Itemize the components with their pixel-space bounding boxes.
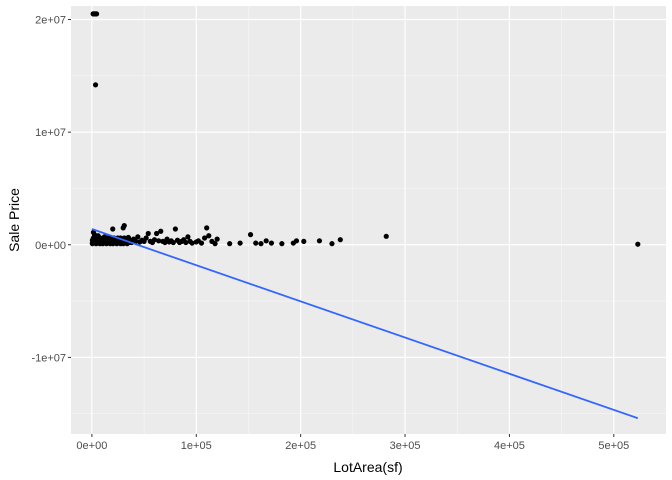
data-point	[110, 226, 116, 232]
data-point	[263, 238, 269, 244]
data-point	[145, 230, 151, 237]
data-point	[202, 235, 208, 241]
data-point	[214, 236, 220, 242]
data-point	[329, 241, 335, 247]
data-point	[247, 232, 254, 238]
data-point	[170, 239, 176, 246]
data-point	[153, 230, 160, 237]
x-tick-label: 3e+05	[390, 440, 421, 452]
data-point	[151, 237, 158, 243]
data-point	[133, 238, 139, 244]
x-axis: 0e+00 1e+05 2e+05 3e+05 4e+05 5e+05	[76, 434, 629, 452]
data-point	[227, 241, 233, 247]
x-tick-label: 1e+05	[181, 440, 212, 452]
data-point	[268, 240, 275, 246]
data-point	[279, 241, 285, 247]
plot-panel	[71, 6, 666, 434]
data-point	[206, 233, 212, 239]
data-point	[143, 235, 149, 241]
data-point	[135, 234, 141, 240]
y-axis: -1e+07 0e+00 1e+07 2e+07	[31, 15, 71, 364]
x-tick-label: 2e+05	[285, 440, 316, 452]
data-point	[172, 226, 178, 232]
trend-line	[91, 228, 639, 420]
data-point	[183, 239, 189, 246]
x-tick-label: 4e+05	[494, 440, 525, 452]
data-point	[125, 235, 131, 241]
x-tick-label: 0e+00	[76, 440, 107, 452]
x-tick-label: 5e+05	[598, 440, 629, 452]
y-axis-title: Sale Price	[6, 188, 22, 252]
minor-gridlines	[71, 6, 666, 434]
data-point	[316, 238, 323, 244]
data-point	[237, 240, 243, 246]
data-point	[293, 238, 300, 244]
data-point	[204, 225, 210, 231]
data-point	[383, 233, 389, 239]
x-axis-title: LotArea(sf)	[333, 459, 402, 475]
major-gridlines	[71, 6, 666, 434]
data-point	[301, 238, 307, 244]
data-point	[185, 234, 191, 240]
data-point	[93, 11, 100, 17]
data-point	[198, 240, 205, 246]
data-point	[253, 240, 259, 246]
data-point	[212, 241, 218, 247]
data-point	[158, 228, 164, 234]
y-tick-label: 2e+07	[35, 15, 66, 27]
y-tick-label: -1e+07	[31, 352, 66, 364]
data-point	[258, 241, 264, 247]
y-tick-label: 0e+00	[35, 240, 66, 252]
data-point	[121, 223, 127, 229]
data-point	[189, 240, 195, 246]
data-point	[635, 241, 641, 247]
y-tick-label: 1e+07	[35, 127, 66, 139]
data-point	[337, 237, 343, 243]
trend-line-group	[91, 228, 639, 420]
data-point	[92, 82, 99, 88]
data-point	[156, 238, 162, 244]
